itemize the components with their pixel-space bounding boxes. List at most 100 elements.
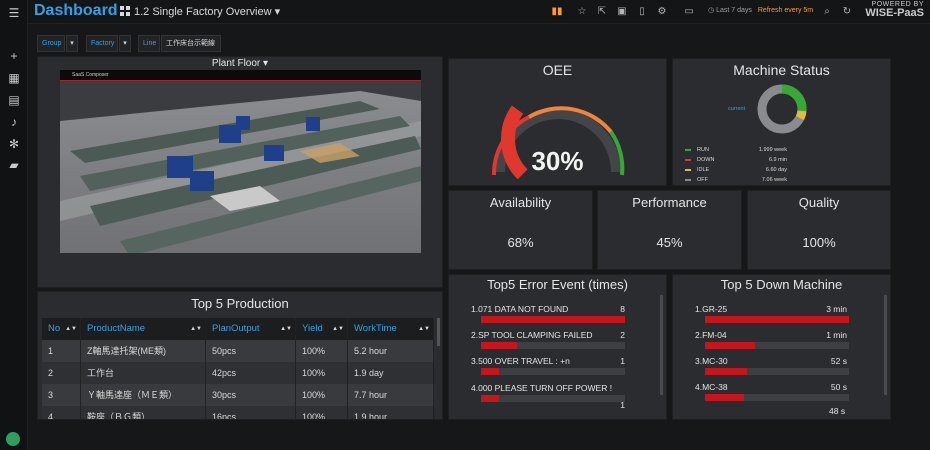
down-scrollbar[interactable] — [884, 295, 887, 395]
plus-icon[interactable]: + — [10, 49, 18, 63]
cell-worktime: 7.7 hour — [348, 384, 434, 406]
legend-name-down: DOWN — [697, 157, 715, 163]
error-events-panel: Top5 Error Event (times) 1.071 DATA NOT … — [448, 274, 667, 420]
down-label: 2.FM-04 — [695, 330, 727, 340]
refresh-label: Refresh every 5m — [757, 7, 814, 14]
down-bar-fill — [705, 342, 756, 349]
error-bar-item[interactable]: 1.071 DATA NOT FOUND 8 — [471, 304, 625, 330]
table-row[interactable]: 3 Ｙ軸馬達座（ＭＥ類） 30pcs 100% 7.7 hour — [42, 384, 434, 406]
cell-productname: Z軸馬達托架(ME類) — [81, 340, 206, 362]
col-header-yield[interactable]: Yield ▲▼ — [296, 318, 348, 340]
down-bar-track — [705, 394, 849, 401]
legend-name-off: OFF — [697, 177, 708, 183]
col-header-planoutput-text: PlanOutput — [212, 323, 260, 334]
save-icon[interactable]: ▣ — [617, 6, 627, 17]
group-filter-dropdown[interactable]: ▾ — [66, 35, 78, 52]
down-label: 4.MC-38 — [695, 382, 728, 392]
book-icon[interactable]: ▰ — [9, 158, 19, 172]
error-scrollbar[interactable] — [660, 295, 663, 395]
add-panel-icon[interactable]: ▮▮ — [551, 6, 563, 17]
plant-floor-header: SaaS Composer — [60, 70, 421, 81]
grid-icon — [120, 6, 130, 16]
factory-filter-dropdown[interactable]: ▾ — [119, 35, 131, 52]
sort-icon: ▲▼ — [65, 326, 77, 332]
time-picker[interactable]: ◷ Last 7 days Refresh every 5m — [708, 7, 814, 14]
col-header-productname[interactable]: ProductName ▲▼ — [81, 318, 206, 340]
down-label: 1.GR-25 — [695, 304, 728, 314]
search-icon[interactable]: ⌕ — [824, 6, 830, 17]
cell-productname: Ｙ軸馬達座（ＭＥ類） — [81, 384, 206, 406]
quality-panel: Quality 100% — [747, 190, 891, 270]
plant-floor-3d-view[interactable]: SaaS Composer — [60, 70, 421, 253]
bell-icon[interactable]: ♪ — [11, 115, 17, 129]
down-bar-item[interactable]: 1.GR-25 3 min — [695, 304, 849, 330]
error-bar-track — [481, 368, 625, 375]
quality-value: 100% — [802, 235, 836, 250]
legend-swatch-run — [685, 149, 691, 151]
cell-planoutput: 50pcs — [206, 340, 296, 362]
line-filter-dropdown[interactable]: 工作床台示範線 ▾ — [161, 35, 221, 62]
list-icon[interactable]: ▤ — [8, 93, 20, 107]
oee-gauge — [491, 105, 625, 180]
table-scrollbar[interactable] — [437, 318, 440, 346]
col-header-planoutput[interactable]: PlanOutput ▲▼ — [206, 318, 296, 340]
cell-worktime: 5.2 hour — [348, 340, 434, 362]
legend-row-idle[interactable]: IDLE 6.60 day — [685, 167, 845, 175]
dashboards-icon[interactable]: ▦ — [8, 71, 20, 85]
topbar: Dashboard 1.2 Single Factory Overview ▾ … — [28, 0, 930, 24]
legend-row-run[interactable]: RUN 1.999 week — [685, 147, 845, 155]
error-bar-item[interactable]: 4.000 PLEASE TURN OFF POWER ! 1 — [471, 383, 625, 410]
error-bar-item[interactable]: 2.SP TOOL CLAMPING FAILED 2 — [471, 330, 625, 356]
cell-yield: 100% — [296, 340, 348, 362]
sidebar: ☰ + ▦ ▤ ♪ ✻ ▰ — [0, 0, 28, 450]
powered-by: POWERED BY WISE-PaaS — [865, 1, 924, 19]
dashboard-picker[interactable]: 1.2 Single Factory Overview ▾ — [120, 5, 280, 18]
cell-no: 2 — [42, 362, 81, 384]
machine-status-column-header: current — [728, 106, 746, 112]
availability-value: 68% — [507, 235, 534, 250]
refresh-icon[interactable]: ↻ — [842, 6, 852, 17]
down-bar-item[interactable]: 2.FM-04 1 min — [695, 330, 849, 356]
share-icon[interactable]: ⇱ — [597, 6, 607, 17]
cell-yield: 100% — [296, 406, 348, 419]
down-bar-fill — [705, 368, 747, 375]
settings-icon[interactable]: ⚙ — [657, 6, 667, 17]
table-row[interactable]: 4 鞍座（ＢＧ類） 16pcs 100% 1.9 hour — [42, 406, 434, 419]
brand-title[interactable]: Dashboard — [34, 2, 118, 19]
error-count: 2 — [620, 330, 625, 340]
monitor-icon[interactable]: ▭ — [684, 6, 694, 17]
down-bar-item[interactable]: 4.MC-38 50 s — [695, 382, 849, 408]
down-bar-item[interactable]: 3.MC-30 52 s — [695, 356, 849, 382]
error-bar-fill — [481, 395, 499, 402]
star-icon[interactable]: ☆ — [577, 6, 587, 17]
cell-yield: 100% — [296, 362, 348, 384]
down-duration-cutoff: 48 s — [829, 406, 846, 416]
plant-floor-title[interactable]: Plant Floor ▾ — [211, 58, 269, 69]
down-bar-track — [705, 316, 849, 323]
error-label: 4.000 PLEASE TURN OFF POWER ! — [471, 383, 613, 393]
oee-title: OEE — [542, 62, 573, 78]
col-header-worktime[interactable]: WorkTime ▲▼ — [348, 318, 434, 340]
gear-icon[interactable]: ✻ — [8, 137, 20, 151]
machine-status-donut — [757, 84, 807, 134]
quality-title: Quality — [798, 195, 840, 210]
col-header-productname-text: ProductName — [87, 323, 146, 334]
legend-row-off[interactable]: OFF 7.06 week — [685, 177, 845, 185]
error-bar-item[interactable]: 3.500 OVER TRAVEL : +n 1 — [471, 356, 625, 382]
cell-planoutput: 16pcs — [206, 406, 296, 419]
machine-status-title: Machine Status — [733, 62, 830, 78]
user-avatar[interactable] — [6, 432, 20, 446]
oee-gauge-zone-orange — [527, 106, 613, 134]
plant-floor-panel: Plant Floor ▾ SaaS Composer — [37, 56, 443, 288]
down-bar-track — [705, 368, 849, 375]
time-range-label: Last 7 days — [716, 7, 752, 14]
table-row[interactable]: 2 工作台 42pcs 100% 1.9 day — [42, 362, 434, 384]
snapshot-icon[interactable]: ▯ — [639, 6, 645, 17]
dashboard-title: 1.2 Single Factory Overview — [134, 6, 272, 18]
cell-planoutput: 42pcs — [206, 362, 296, 384]
legend-row-down[interactable]: DOWN 6.9 min — [685, 157, 845, 165]
table-row[interactable]: 1 Z軸馬達托架(ME類) 50pcs 100% 5.2 hour — [42, 340, 434, 362]
menu-icon[interactable]: ☰ — [8, 6, 20, 20]
oee-gauge-zone-green — [609, 130, 625, 176]
col-header-no[interactable]: No ▲▼ — [42, 318, 81, 340]
